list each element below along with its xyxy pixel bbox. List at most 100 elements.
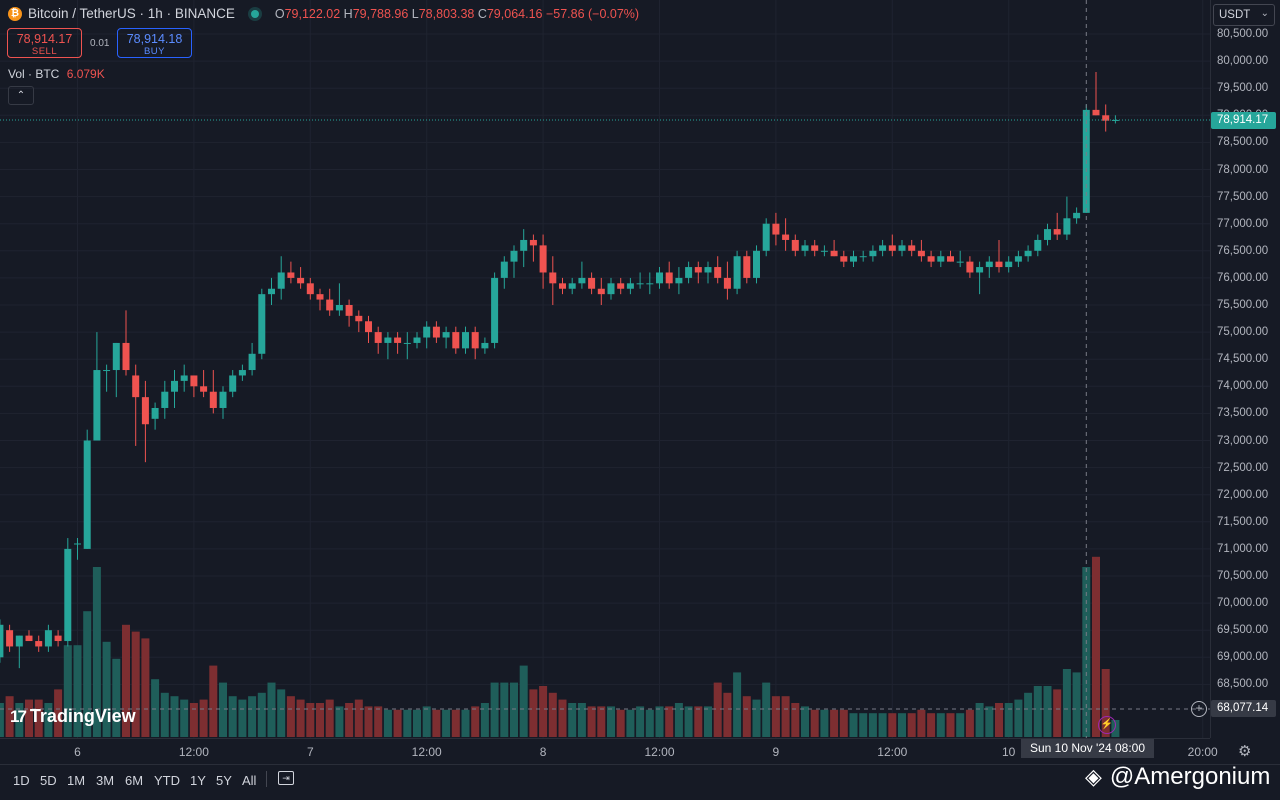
candle-body xyxy=(1044,229,1051,240)
candle-body xyxy=(423,326,431,338)
volume-bar xyxy=(83,611,92,737)
candle-body xyxy=(830,250,838,257)
volume-bar xyxy=(325,699,334,737)
volume-bar xyxy=(771,696,780,737)
candle-body xyxy=(180,375,188,381)
volume-bar xyxy=(752,699,761,737)
symbol-title[interactable]: Bitcoin / TetherUS · 1h · BINANCE xyxy=(28,6,235,21)
candle-body xyxy=(723,277,731,289)
price-axis-label: 72,000.00 xyxy=(1217,488,1269,501)
price-axis-label: 71,000.00 xyxy=(1217,542,1269,555)
price-axis-label: 75,500.00 xyxy=(1217,299,1269,311)
candle-body xyxy=(316,294,324,300)
volume-bar xyxy=(1014,699,1023,737)
volume-bar xyxy=(102,641,111,737)
buy-button[interactable]: 78,914.18 BUY xyxy=(117,28,192,58)
volume-bar xyxy=(257,692,266,737)
gear-icon[interactable]: ⚙ xyxy=(1238,743,1252,760)
volume-bar xyxy=(228,696,237,737)
range-button-5y[interactable]: 5Y xyxy=(216,773,232,788)
volume-bar xyxy=(403,709,412,737)
volume-bar xyxy=(1062,669,1071,737)
candle-body xyxy=(297,277,305,284)
range-button-1y[interactable]: 1Y xyxy=(190,773,206,788)
volume-bar xyxy=(616,709,625,737)
candle-body xyxy=(44,630,52,647)
price-axis-label: 74,500.00 xyxy=(1217,353,1269,366)
price-axis-label: 79,500.00 xyxy=(1217,82,1269,95)
candle-body xyxy=(1111,119,1119,121)
candle-body xyxy=(277,272,285,289)
range-button-3m[interactable]: 3M xyxy=(96,773,115,788)
goto-date-icon[interactable]: ⇥ xyxy=(278,771,294,785)
add-alert-plus-icon[interactable]: + xyxy=(1191,701,1207,717)
volume-bar xyxy=(723,692,732,737)
time-axis-label: 10 xyxy=(1002,745,1016,759)
range-button-5d[interactable]: 5D xyxy=(40,773,57,788)
candle-body xyxy=(268,288,275,295)
currency-selector[interactable]: USDT ⌄ xyxy=(1213,4,1275,26)
candle-body xyxy=(481,342,489,349)
candle-body xyxy=(626,283,634,289)
candle-body xyxy=(568,283,576,289)
volume-bar xyxy=(189,703,198,737)
candle-body xyxy=(151,407,159,419)
time-axis-label: 20:00 xyxy=(1187,745,1218,759)
candle-body xyxy=(694,267,702,273)
candle-body xyxy=(306,283,314,295)
time-axis-label: 12:00 xyxy=(644,745,675,759)
range-button-1m[interactable]: 1M xyxy=(67,773,86,788)
range-button-ytd[interactable]: YTD xyxy=(154,773,180,788)
volume-bar xyxy=(112,658,121,737)
candle-body xyxy=(520,239,528,251)
candle-body xyxy=(394,337,402,343)
volume-bar xyxy=(985,706,994,737)
price-axis[interactable]: 80,500.0080,000.0079,500.0079,000.0078,5… xyxy=(1210,0,1280,738)
candle-body xyxy=(1073,212,1081,219)
volume-bar xyxy=(451,709,460,737)
candle-body xyxy=(529,239,537,246)
candle-body xyxy=(335,305,343,311)
volume-bar xyxy=(219,682,227,737)
candle-body xyxy=(1014,256,1022,262)
volume-bar xyxy=(1101,669,1110,737)
range-button-6m[interactable]: 6M xyxy=(125,773,144,788)
candle-body xyxy=(840,256,848,262)
flash-icon[interactable]: ⚡ xyxy=(1098,716,1116,734)
candle-body xyxy=(384,337,392,343)
price-axis-label: 70,000.00 xyxy=(1217,597,1269,610)
volume-bar xyxy=(791,703,800,737)
candle-body xyxy=(74,543,81,545)
range-button-all[interactable]: All xyxy=(242,773,257,788)
ohlc-high: 79,788.96 xyxy=(352,6,409,21)
sell-button[interactable]: 78,914.17 SELL xyxy=(7,28,82,58)
volume-bar xyxy=(587,706,596,737)
buy-label: BUY xyxy=(143,46,166,57)
candle-body xyxy=(471,332,479,349)
volume-bar xyxy=(92,567,101,737)
volume-bar xyxy=(917,709,926,737)
collapse-legend-button[interactable]: ⌃ xyxy=(8,86,34,105)
candle-body xyxy=(646,283,654,285)
tradingview-logo[interactable]: 17 TradingView xyxy=(10,706,136,727)
chart-pane[interactable]: ₿ Bitcoin / TetherUS · 1h · BINANCE O79,… xyxy=(0,0,1210,738)
time-axis[interactable]: 6 12:00 7 12:00 8 12:00 9 12:00 10 20:00 xyxy=(0,738,1218,764)
candle-body xyxy=(209,391,217,408)
candle-body xyxy=(161,391,169,408)
market-status-icon[interactable] xyxy=(250,9,259,18)
candle-body xyxy=(772,223,780,235)
candlestick-chart[interactable] xyxy=(0,0,1210,738)
volume-legend[interactable]: Vol · BTC 6.079K xyxy=(8,67,105,81)
ohlc-low: 78,803.38 xyxy=(418,6,475,21)
volume-bar xyxy=(73,645,82,737)
volume-bar xyxy=(868,713,877,737)
price-axis-label: 71,500.00 xyxy=(1217,515,1269,528)
volume-bar xyxy=(704,706,712,737)
candle-body xyxy=(782,234,790,240)
volume-bar xyxy=(956,713,965,737)
range-button-1d[interactable]: 1D xyxy=(13,773,30,788)
time-axis-label: 6 xyxy=(74,745,81,759)
volume-bar xyxy=(839,709,848,737)
candle-body xyxy=(6,630,14,647)
volume-bar xyxy=(267,682,276,737)
